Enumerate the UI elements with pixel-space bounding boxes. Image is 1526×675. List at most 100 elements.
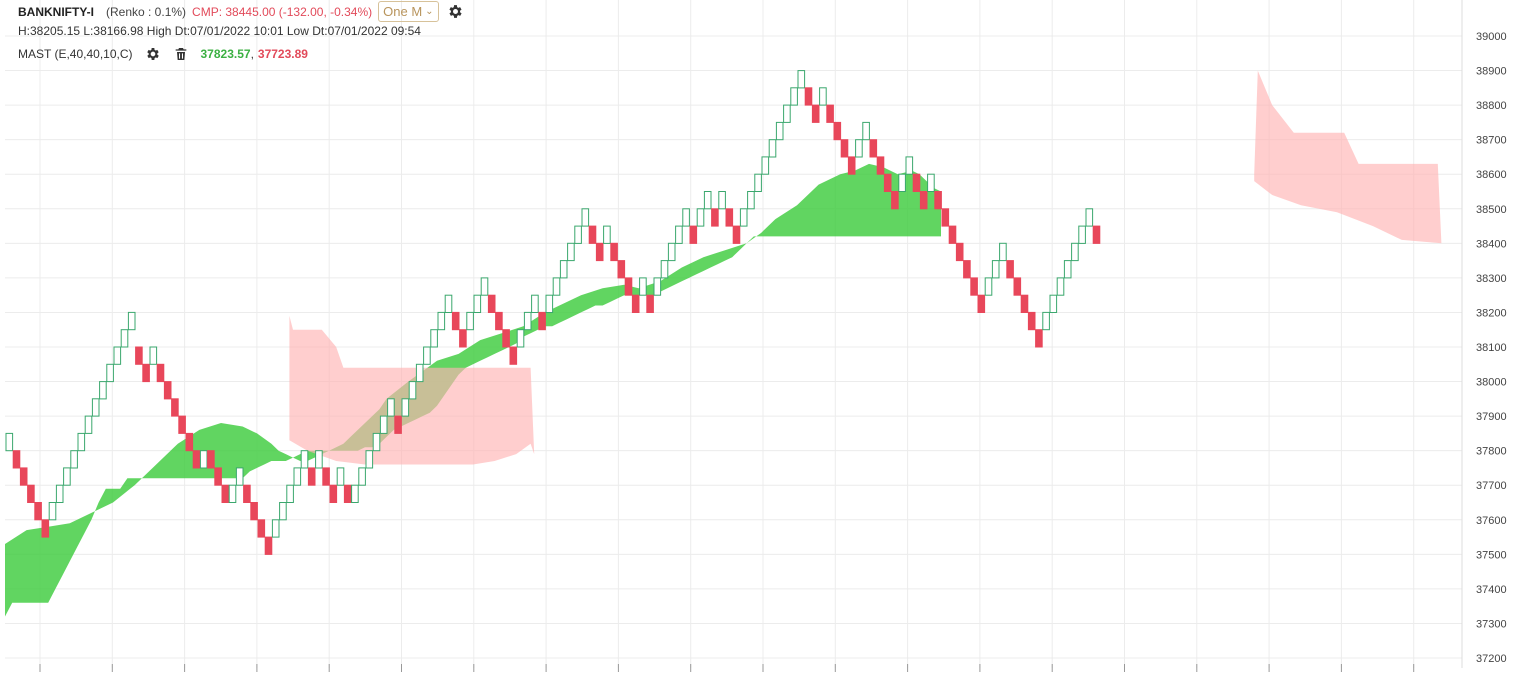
down-brick: [617, 260, 626, 279]
up-brick: [790, 87, 798, 106]
down-brick: [948, 225, 957, 244]
up-brick: [819, 87, 827, 106]
price-tick-label: 37400: [1476, 584, 1507, 596]
down-brick: [1013, 277, 1022, 296]
price-tick-label: 38600: [1476, 169, 1507, 181]
price-tick-label: 37700: [1476, 480, 1507, 492]
up-brick: [1042, 311, 1050, 331]
up-brick: [1056, 277, 1065, 296]
up-brick: [898, 173, 906, 192]
up-brick: [1085, 208, 1094, 227]
up-brick: [5, 432, 14, 452]
up-brick: [48, 502, 57, 521]
up-brick: [581, 208, 590, 227]
down-brick: [343, 484, 352, 504]
down-brick: [509, 346, 518, 365]
ohlc-info: H:38205.15 L:38166.98 High Dt:07/01/2022…: [18, 24, 421, 38]
up-brick: [293, 467, 302, 486]
down-brick: [487, 294, 496, 314]
interval-value: One M: [383, 4, 423, 19]
up-brick: [228, 484, 237, 504]
up-brick: [358, 467, 366, 486]
up-brick: [927, 173, 935, 192]
down-brick: [941, 208, 950, 227]
interval-select[interactable]: One M ⌄: [378, 1, 439, 22]
up-brick: [999, 242, 1007, 262]
up-brick: [783, 104, 791, 123]
price-tick-label: 38000: [1476, 377, 1507, 389]
down-brick: [178, 415, 186, 434]
price-tick-label: 37300: [1476, 618, 1507, 630]
down-brick: [502, 329, 510, 348]
up-brick: [84, 415, 93, 434]
down-brick: [394, 415, 402, 434]
up-brick: [466, 311, 474, 331]
up-brick: [127, 311, 136, 331]
up-brick: [149, 346, 158, 365]
down-brick: [711, 208, 719, 227]
up-brick: [91, 398, 100, 417]
down-brick: [34, 502, 42, 521]
down-brick: [934, 191, 942, 210]
up-brick: [747, 191, 755, 210]
price-tick-label: 37200: [1476, 653, 1507, 665]
down-brick: [588, 225, 597, 244]
up-brick: [1063, 260, 1072, 279]
current-price: CMP: 38445.00 (-132.00, -0.34%): [192, 4, 373, 19]
trash-icon[interactable]: [173, 46, 189, 62]
price-tick-label: 38500: [1476, 204, 1507, 216]
up-brick: [603, 225, 611, 244]
up-brick: [401, 398, 410, 417]
up-brick: [70, 450, 78, 469]
up-brick: [703, 191, 712, 210]
chart-type-label: (Renko : 0.1%): [106, 4, 187, 19]
up-brick: [387, 398, 395, 417]
down-brick: [646, 294, 654, 314]
down-brick: [12, 450, 21, 469]
price-tick-label: 39000: [1476, 31, 1507, 43]
up-brick: [531, 294, 539, 314]
up-brick: [408, 381, 417, 400]
price-tick-label: 38100: [1476, 342, 1507, 354]
up-brick: [797, 70, 806, 89]
up-brick: [761, 156, 770, 175]
up-brick: [444, 294, 453, 314]
up-brick: [855, 139, 863, 158]
down-brick: [883, 173, 892, 192]
up-brick: [300, 450, 309, 469]
up-brick: [754, 173, 762, 192]
down-brick: [804, 87, 813, 106]
up-brick: [315, 450, 323, 469]
time-axis: [39, 664, 1415, 672]
down-brick: [459, 329, 467, 348]
chart-grid: [5, 0, 1463, 668]
down-brick: [963, 260, 971, 279]
value-separator: ,: [250, 47, 254, 61]
symbol-name[interactable]: BANKNIFTY-I: [18, 4, 94, 19]
up-brick: [63, 467, 71, 486]
down-brick: [27, 484, 35, 504]
up-brick: [984, 277, 993, 296]
up-brick: [120, 329, 129, 348]
up-brick: [106, 363, 114, 383]
price-tick-label: 38900: [1476, 66, 1507, 78]
down-brick: [329, 484, 338, 504]
down-brick: [1027, 311, 1036, 331]
up-brick: [1071, 242, 1079, 262]
down-brick: [689, 225, 698, 244]
down-brick: [1006, 260, 1014, 279]
down-brick: [811, 104, 820, 123]
up-brick: [55, 484, 64, 504]
up-brick: [552, 277, 561, 296]
down-brick: [257, 519, 266, 538]
down-brick: [970, 277, 978, 296]
up-brick: [437, 311, 446, 331]
price-tick-label: 38200: [1476, 307, 1507, 319]
down-brick: [977, 294, 986, 314]
down-brick: [264, 536, 273, 555]
up-brick: [1078, 225, 1086, 244]
gear-icon[interactable]: [145, 46, 161, 62]
gear-icon[interactable]: [447, 3, 464, 20]
up-brick: [639, 277, 647, 296]
